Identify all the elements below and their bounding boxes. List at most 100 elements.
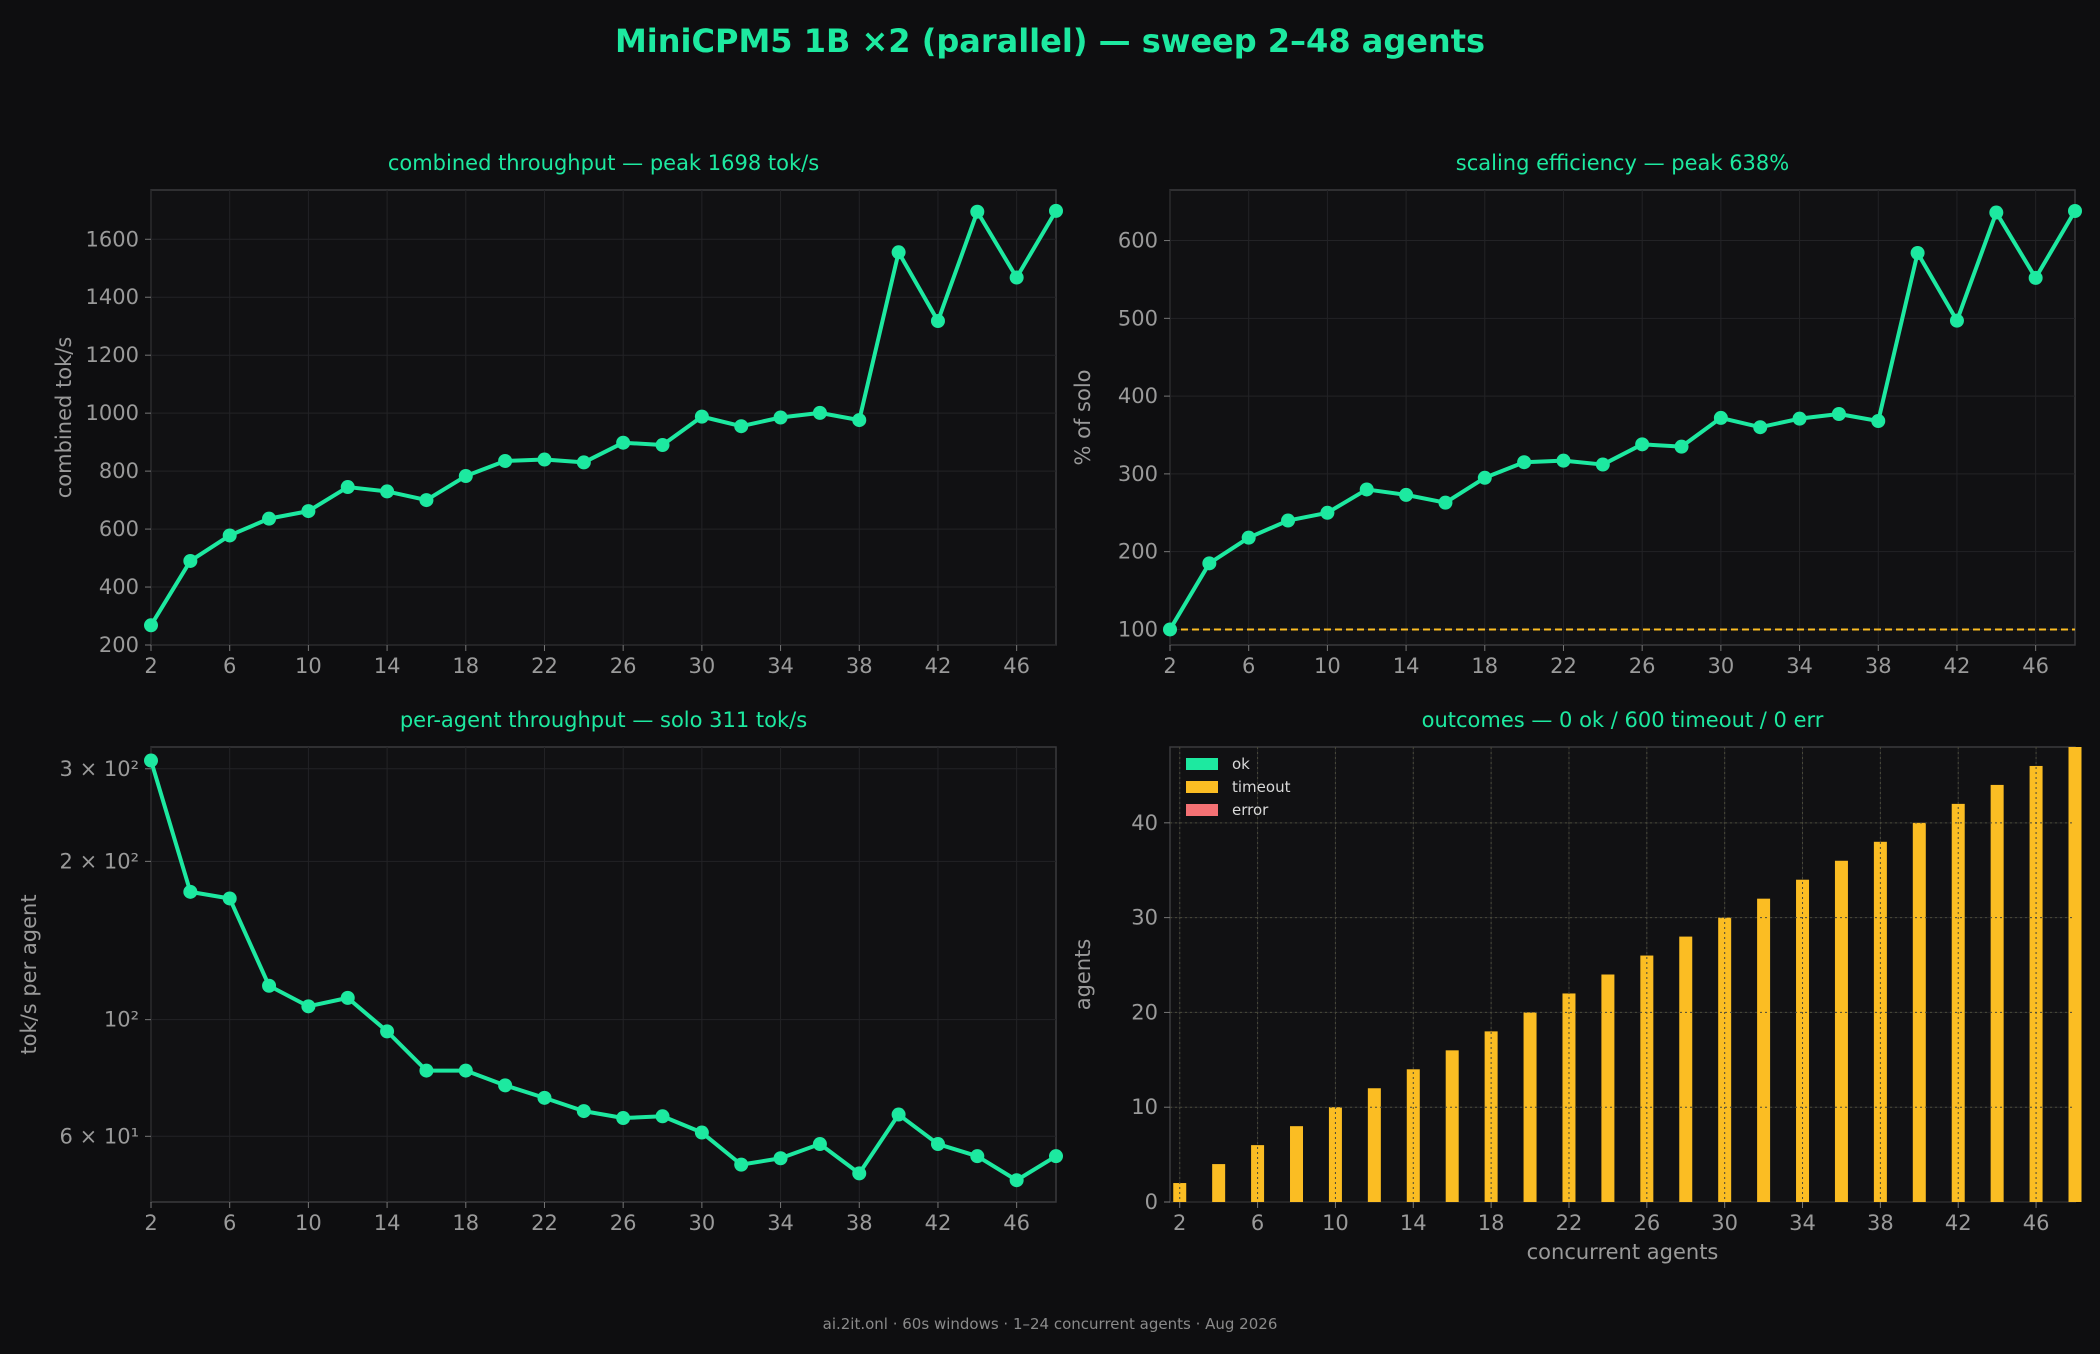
data-point bbox=[419, 1063, 434, 1078]
data-point bbox=[970, 1149, 985, 1164]
x-tick-label: 10 bbox=[1322, 1211, 1349, 1235]
x-tick-label: 14 bbox=[1393, 654, 1420, 678]
data-point bbox=[340, 480, 355, 495]
x-tick-label: 42 bbox=[1944, 654, 1971, 678]
x-tick-label: 30 bbox=[1711, 1211, 1738, 1235]
x-tick-label: 46 bbox=[2023, 1211, 2050, 1235]
data-point bbox=[1949, 313, 1964, 328]
x-tick-label: 34 bbox=[767, 1211, 794, 1235]
data-point bbox=[498, 453, 513, 468]
charts-layer: combined throughput — peak 1698 tok/s2 6 1… bbox=[17, 151, 2082, 1264]
legend-label-timeout: timeout bbox=[1232, 778, 1291, 796]
data-point bbox=[144, 753, 158, 768]
y-tick-label: 600 bbox=[99, 517, 139, 541]
bar-timeout bbox=[1290, 1126, 1304, 1202]
bar-timeout bbox=[2068, 747, 2082, 1202]
x-tick-label: 2 bbox=[1163, 654, 1176, 678]
x-tick-label: 14 bbox=[374, 1211, 401, 1235]
data-point bbox=[970, 204, 985, 219]
x-tick-label: 22 bbox=[1550, 654, 1577, 678]
bar-timeout bbox=[1601, 974, 1615, 1202]
x-tick-label: 2 bbox=[144, 654, 157, 678]
x-tick-label: 38 bbox=[1865, 654, 1892, 678]
legend-label-error: error bbox=[1232, 801, 1269, 819]
x-tick-label: 18 bbox=[452, 654, 479, 678]
y-tick-label: 400 bbox=[99, 575, 139, 599]
data-point bbox=[1320, 505, 1335, 520]
x-axis-label: concurrent agents bbox=[1527, 1240, 1719, 1264]
data-point bbox=[694, 1125, 709, 1140]
x-tick-label: 6 bbox=[1242, 654, 1255, 678]
x-tick-label: 38 bbox=[846, 1211, 873, 1235]
x-tick-label: 26 bbox=[610, 654, 637, 678]
chart-panel-1: combined throughput — peak 1698 tok/s 2 6 1… bbox=[52, 151, 1063, 678]
y-tick-label: 1200 bbox=[86, 343, 139, 367]
figure-footer: ai.2it.onl · 60s windows · 1–24 concurre… bbox=[823, 1315, 1278, 1333]
data-point bbox=[1517, 455, 1532, 470]
data-point bbox=[301, 999, 316, 1014]
data-point bbox=[262, 511, 277, 526]
x-tick-label: 42 bbox=[925, 654, 952, 678]
data-point bbox=[222, 891, 237, 906]
x-tick-label: 30 bbox=[689, 1211, 716, 1235]
y-tick-label: 2 × 10² bbox=[60, 849, 139, 873]
data-point bbox=[891, 245, 906, 260]
data-point bbox=[891, 1107, 906, 1122]
y-axis-label: agents bbox=[1071, 939, 1095, 1011]
x-tick-label: 42 bbox=[1945, 1211, 1972, 1235]
x-tick-label: 38 bbox=[846, 654, 873, 678]
data-point bbox=[1202, 556, 1217, 571]
y-tick-label: 200 bbox=[99, 633, 139, 657]
y-tick-label: 400 bbox=[1118, 384, 1158, 408]
data-point bbox=[2028, 270, 2043, 285]
x-tick-label: 2 bbox=[1173, 1211, 1186, 1235]
x-tick-label: 18 bbox=[1471, 654, 1498, 678]
x-tick-label: 18 bbox=[452, 1211, 479, 1235]
data-point bbox=[1049, 1149, 1063, 1164]
data-point bbox=[1438, 495, 1453, 510]
y-tick-label: 600 bbox=[1118, 229, 1158, 253]
x-tick-label: 26 bbox=[1633, 1211, 1660, 1235]
data-point bbox=[773, 1151, 788, 1166]
data-point bbox=[2068, 204, 2082, 218]
y-tick-label: 0 bbox=[1145, 1190, 1158, 1214]
chart-title: combined throughput — peak 1698 tok/s bbox=[388, 151, 819, 175]
data-point bbox=[812, 405, 827, 420]
x-tick-label: 22 bbox=[1556, 1211, 1583, 1235]
legend-swatch-error bbox=[1186, 804, 1218, 816]
data-point bbox=[1477, 470, 1492, 485]
data-point bbox=[380, 1024, 395, 1039]
x-tick-label: 38 bbox=[1867, 1211, 1894, 1235]
data-point bbox=[616, 435, 631, 450]
legend: ok timeout error bbox=[1186, 755, 1291, 819]
data-point bbox=[183, 884, 198, 899]
bar-timeout bbox=[1328, 1107, 1342, 1202]
y-tick-label: 6 × 10¹ bbox=[60, 1124, 139, 1148]
legend-swatch-ok bbox=[1186, 758, 1218, 770]
data-point bbox=[1753, 420, 1768, 435]
bar-timeout bbox=[1484, 1031, 1498, 1202]
chart-title: scaling efficiency — peak 638% bbox=[1456, 151, 1790, 175]
data-point bbox=[734, 1157, 749, 1172]
data-point bbox=[1009, 270, 1024, 285]
bar-timeout bbox=[1873, 841, 1887, 1202]
data-point bbox=[852, 413, 867, 428]
data-point bbox=[930, 313, 945, 328]
y-tick-label: 10 bbox=[1131, 1095, 1158, 1119]
y-tick-label: 3 × 10² bbox=[60, 757, 139, 781]
y-tick-label: 800 bbox=[99, 459, 139, 483]
x-tick-label: 42 bbox=[925, 1211, 952, 1235]
data-point bbox=[930, 1137, 945, 1152]
plot-area bbox=[1169, 746, 2076, 1203]
data-point bbox=[537, 1090, 552, 1105]
bar-timeout bbox=[1679, 936, 1693, 1202]
data-point bbox=[1399, 487, 1414, 502]
y-axis-label: tok/s per agent bbox=[17, 894, 41, 1054]
x-tick-label: 46 bbox=[1003, 1211, 1030, 1235]
x-tick-label: 6 bbox=[223, 1211, 236, 1235]
x-tick-label: 2 bbox=[144, 1211, 157, 1235]
y-tick-label: 1000 bbox=[86, 401, 139, 425]
x-tick-label: 34 bbox=[1789, 1211, 1816, 1235]
plot-area bbox=[150, 746, 1057, 1203]
